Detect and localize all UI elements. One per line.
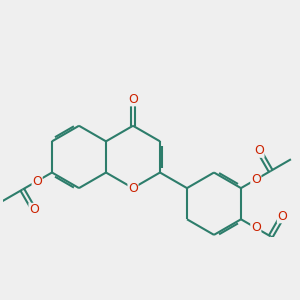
- Text: O: O: [254, 144, 264, 157]
- Text: O: O: [29, 203, 39, 216]
- Text: O: O: [32, 175, 42, 188]
- Text: O: O: [251, 173, 261, 186]
- Text: O: O: [128, 182, 138, 195]
- Text: O: O: [251, 221, 261, 234]
- Text: O: O: [278, 210, 287, 223]
- Text: O: O: [128, 93, 138, 106]
